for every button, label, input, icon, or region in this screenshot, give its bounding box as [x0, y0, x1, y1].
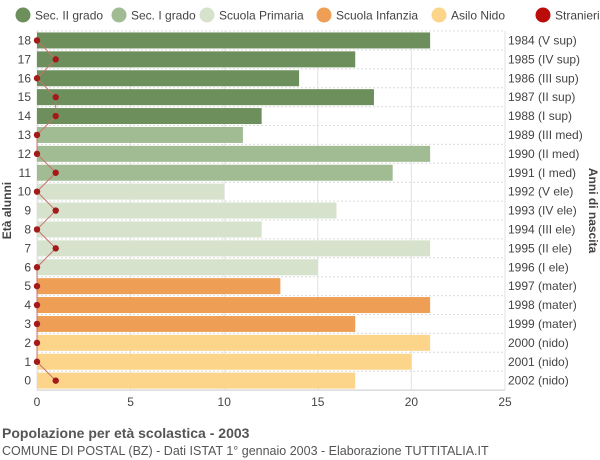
bar [37, 297, 431, 314]
stranieri-point [33, 339, 41, 347]
age-tick-label: 6 [24, 260, 31, 274]
stranieri-point [33, 150, 41, 158]
birth-year-label: 1985 (IV sup) [508, 52, 580, 66]
bar [37, 259, 318, 276]
age-tick-label: 18 [18, 33, 32, 47]
birth-year-label: 1999 (mater) [508, 317, 577, 331]
age-tick-label: 12 [18, 147, 32, 161]
bar [37, 372, 356, 389]
bar [37, 164, 393, 181]
age-tick-label: 17 [18, 52, 32, 66]
birth-year-label: 1996 (I ele) [508, 260, 569, 274]
x-tick-label: 25 [498, 395, 512, 409]
bar [37, 89, 374, 106]
stranieri-point [33, 37, 41, 44]
stranieri-point [52, 207, 59, 214]
age-tick-label: 16 [18, 71, 32, 85]
birth-year-label: 1988 (I sup) [508, 109, 572, 123]
legend-marker [431, 7, 447, 23]
x-tick-label: 10 [218, 395, 232, 409]
legend-label: Scuola Primaria [219, 9, 304, 23]
chart-title: Popolazione per età scolastica - 2003 [2, 425, 250, 441]
bar [37, 126, 243, 143]
x-tick-label: 20 [405, 395, 419, 409]
legend-label: Sec. II grado [35, 9, 103, 23]
birth-year-label: 2001 (nido) [508, 355, 569, 369]
legend-label: Sec. I grado [131, 9, 196, 23]
age-tick-label: 0 [24, 374, 31, 388]
stranieri-point [33, 75, 41, 82]
age-tick-label: 10 [18, 185, 32, 199]
stranieri-point [52, 245, 59, 252]
stranieri-point [33, 188, 41, 195]
bar [37, 221, 262, 238]
stranieri-point [52, 169, 59, 176]
birth-year-label: 1992 (V ele) [508, 185, 573, 199]
birth-year-label: 1993 (IV ele) [508, 204, 577, 218]
age-tick-label: 8 [24, 222, 31, 236]
birth-year-label: 2002 (nido) [508, 374, 569, 388]
birth-year-label: 1991 (I med) [508, 166, 576, 180]
x-tick-label: 5 [127, 395, 134, 409]
stranieri-point [52, 93, 59, 101]
y-axis-label-right: Anni di nascita [586, 168, 600, 254]
bar [37, 334, 431, 351]
age-tick-label: 4 [24, 298, 31, 312]
birth-year-label: 1984 (V sup) [508, 33, 577, 47]
stranieri-point [52, 56, 59, 63]
legend-label: Asilo Nido [451, 9, 505, 23]
bar [37, 315, 356, 332]
legend-marker [111, 7, 127, 23]
bar [37, 108, 262, 125]
legend-label: Stranieri [555, 9, 600, 23]
age-tick-label: 14 [18, 109, 32, 123]
stranieri-point [33, 264, 41, 271]
age-tick-label: 3 [24, 317, 31, 331]
birth-year-label: 1986 (III sup) [508, 71, 579, 85]
x-tick-label: 15 [311, 395, 325, 409]
x-tick-label: 0 [34, 395, 41, 409]
birth-year-label: 2000 (nido) [508, 336, 569, 350]
birth-year-label: 1987 (II sup) [508, 90, 575, 104]
legend-label: Scuola Infanzia [336, 9, 418, 23]
stranieri-point [33, 131, 41, 139]
stranieri-point [33, 282, 41, 290]
stranieri-point [33, 226, 41, 233]
age-tick-label: 11 [19, 166, 32, 180]
bar [37, 183, 225, 200]
stranieri-point [52, 112, 59, 120]
stranieri-point [33, 320, 41, 328]
bar [37, 202, 337, 219]
legend-marker [535, 7, 551, 23]
bar [37, 70, 300, 87]
legend-marker [199, 7, 215, 23]
bar [37, 353, 412, 370]
bar [37, 240, 431, 257]
bar [37, 51, 356, 68]
stranieri-point [52, 377, 59, 384]
age-tick-label: 1 [24, 355, 31, 369]
age-tick-label: 7 [24, 241, 31, 255]
bar [37, 145, 431, 162]
birth-year-label: 1998 (mater) [508, 298, 577, 312]
age-tick-label: 5 [24, 279, 31, 293]
bar [37, 278, 281, 295]
legend-marker [316, 7, 332, 23]
birth-year-label: 1989 (III med) [508, 128, 583, 142]
stranieri-point [33, 358, 41, 365]
birth-year-label: 1990 (II med) [508, 147, 579, 161]
age-tick-label: 13 [18, 128, 32, 142]
age-tick-label: 9 [24, 204, 31, 218]
birth-year-label: 1997 (mater) [508, 279, 577, 293]
legend-marker [15, 7, 31, 23]
age-tick-label: 15 [18, 90, 32, 104]
bar [37, 32, 431, 49]
birth-year-label: 1994 (III ele) [508, 222, 575, 236]
stranieri-point [33, 301, 41, 309]
chart-source: COMUNE DI POSTAL (BZ) - Dati ISTAT 1° ge… [2, 444, 489, 458]
y-axis-label-left: Età alunni [0, 182, 14, 239]
age-tick-label: 2 [24, 336, 31, 350]
birth-year-label: 1995 (II ele) [508, 241, 572, 255]
